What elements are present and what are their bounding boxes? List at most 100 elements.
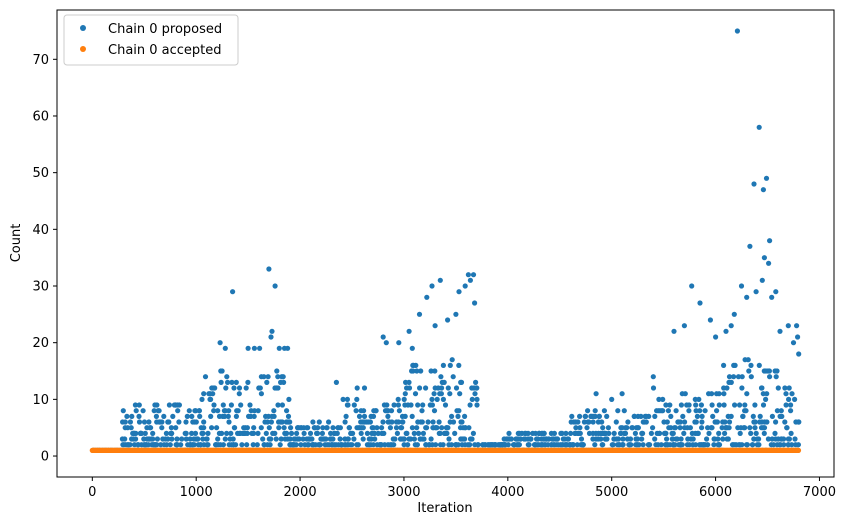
- proposed-point: [385, 413, 391, 419]
- proposed-point: [761, 255, 768, 261]
- proposed-point: [726, 425, 732, 431]
- proposed-point: [281, 379, 287, 385]
- proposed-point: [630, 425, 636, 431]
- proposed-point: [714, 408, 720, 414]
- proposed-point: [525, 430, 531, 436]
- proposed-point: [408, 402, 414, 408]
- proposed-point: [744, 442, 751, 448]
- proposed-point: [772, 430, 778, 436]
- proposed-point: [367, 419, 373, 425]
- proposed-point: [516, 442, 523, 448]
- proposed-point: [200, 436, 206, 442]
- proposed-point: [432, 323, 438, 329]
- proposed-point: [763, 396, 769, 402]
- proposed-point: [467, 442, 473, 448]
- proposed-point: [699, 425, 705, 431]
- proposed-point: [306, 442, 312, 448]
- proposed-point: [428, 368, 434, 374]
- proposed-point: [370, 442, 376, 448]
- proposed-point: [765, 436, 772, 442]
- proposed-point: [201, 391, 207, 397]
- proposed-point: [744, 391, 750, 397]
- proposed-point: [763, 175, 770, 181]
- proposed-point: [183, 430, 189, 436]
- proposed-point: [333, 379, 339, 385]
- proposed-point: [781, 442, 787, 448]
- y-tick-label: 60: [32, 109, 49, 124]
- x-tick-label: 3000: [387, 485, 420, 500]
- proposed-point: [416, 311, 423, 317]
- proposed-point: [224, 430, 230, 436]
- proposed-point: [192, 430, 199, 436]
- y-tick-label: 50: [32, 166, 49, 181]
- proposed-point: [650, 425, 656, 431]
- proposed-point: [223, 385, 229, 391]
- proposed-point: [239, 442, 245, 448]
- proposed-point: [275, 374, 281, 380]
- proposed-point: [671, 328, 677, 334]
- proposed-point: [408, 436, 414, 442]
- proposed-point: [728, 323, 734, 329]
- proposed-point: [301, 430, 307, 436]
- proposed-point: [161, 413, 167, 419]
- proposed-point: [773, 289, 779, 295]
- proposed-point: [438, 374, 444, 380]
- proposed-point: [713, 334, 719, 340]
- proposed-point: [679, 442, 685, 448]
- proposed-point: [613, 419, 619, 425]
- proposed-point: [274, 368, 280, 374]
- proposed-point: [260, 436, 266, 442]
- proposed-point: [251, 425, 257, 431]
- proposed-point: [686, 402, 692, 408]
- x-tick-label: 7000: [803, 485, 836, 500]
- proposed-point: [449, 413, 455, 419]
- proposed-point: [440, 442, 446, 448]
- proposed-point: [163, 430, 169, 436]
- proposed-point: [409, 425, 415, 431]
- proposed-point: [580, 442, 586, 448]
- proposed-point: [670, 430, 676, 436]
- proposed-point: [310, 419, 316, 425]
- proposed-point: [640, 442, 646, 448]
- proposed-point: [577, 413, 583, 419]
- proposed-point: [247, 402, 253, 408]
- proposed-point: [258, 425, 264, 431]
- proposed-point: [756, 124, 762, 130]
- proposed-point: [159, 419, 165, 425]
- proposed-point: [472, 391, 478, 397]
- proposed-point: [266, 425, 272, 431]
- proposed-point: [658, 442, 664, 448]
- x-tick-label: 2000: [284, 485, 317, 500]
- proposed-point: [672, 425, 679, 431]
- proposed-point: [469, 436, 475, 442]
- proposed-point: [320, 425, 326, 431]
- proposed-point: [396, 340, 402, 346]
- proposed-point: [680, 413, 686, 419]
- proposed-point: [620, 442, 626, 448]
- proposed-point: [788, 408, 794, 414]
- proposed-point: [132, 402, 138, 408]
- proposed-point: [441, 379, 447, 385]
- proposed-point: [761, 425, 768, 431]
- proposed-point: [565, 436, 571, 442]
- proposed-point: [277, 442, 283, 448]
- proposed-point: [450, 419, 457, 425]
- proposed-point: [309, 436, 315, 442]
- proposed-point: [229, 379, 235, 385]
- proposed-point: [400, 419, 406, 425]
- proposed-point: [356, 413, 363, 419]
- proposed-point: [599, 419, 605, 425]
- proposed-point: [600, 442, 606, 448]
- proposed-point: [361, 408, 367, 414]
- proposed-point: [225, 413, 231, 419]
- proposed-point: [705, 442, 711, 448]
- proposed-point: [640, 430, 646, 436]
- proposed-point: [317, 442, 323, 448]
- proposed-point: [739, 442, 745, 448]
- proposed-point: [419, 408, 425, 414]
- proposed-point: [585, 408, 591, 414]
- proposed-point: [342, 419, 348, 425]
- proposed-point: [384, 402, 390, 408]
- proposed-point: [154, 402, 160, 408]
- proposed-point: [681, 430, 687, 436]
